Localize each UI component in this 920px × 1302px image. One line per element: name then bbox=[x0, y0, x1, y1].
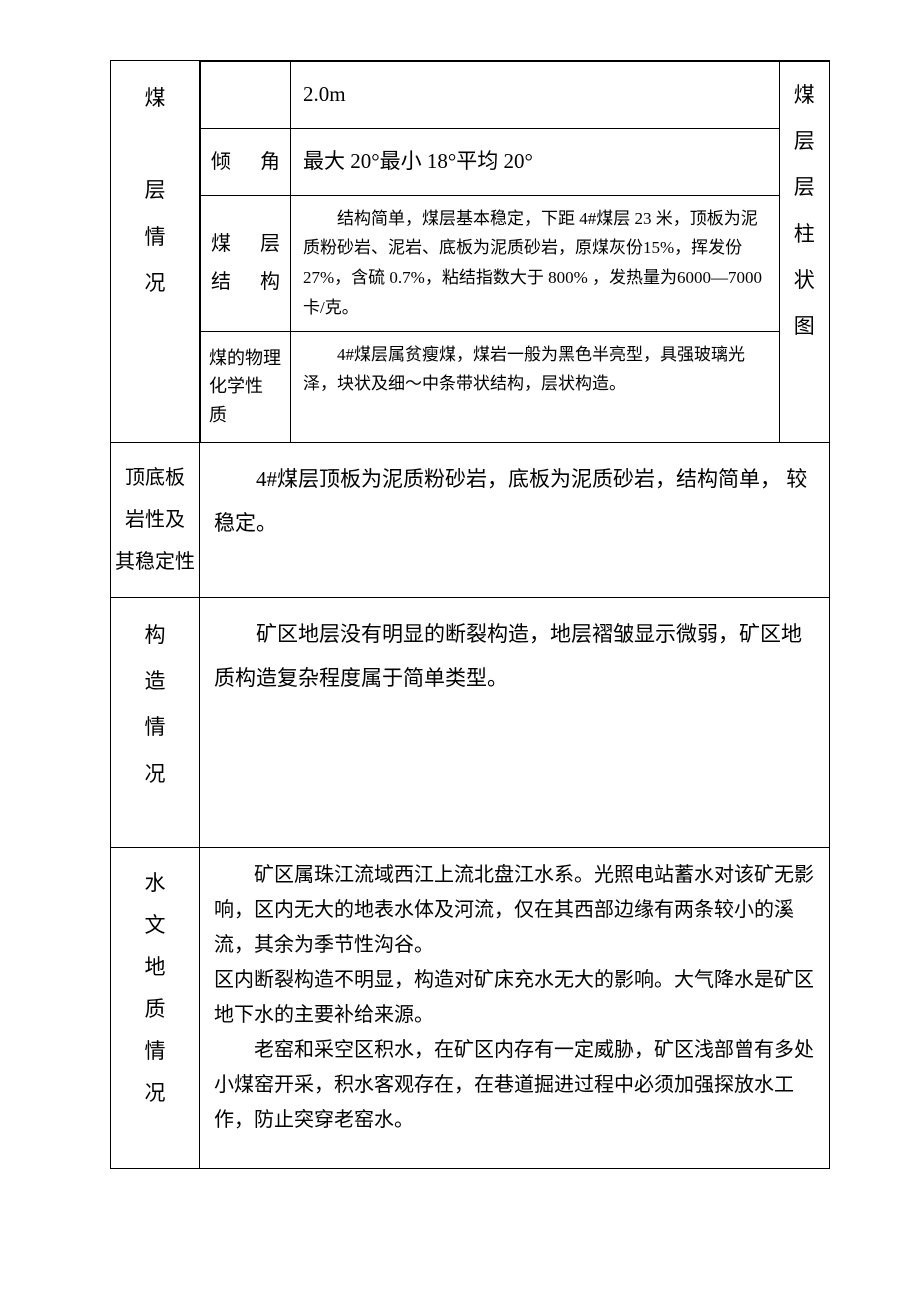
roof-floor-text: 4#煤层顶板为泥质粉砂岩，底板为泥质砂岩，结构简单， 较稳定。 bbox=[200, 442, 830, 597]
structure-text: 矿区地层没有明显的断裂构造，地层褶皱显示微弱，矿区地质构造复杂程度属于简单类型。 bbox=[200, 597, 830, 847]
structure-paragraph: 矿区地层没有明显的断裂构造，地层褶皱显示微弱，矿区地质构造复杂程度属于简单类型。 bbox=[214, 612, 815, 700]
thickness-value: 2.0m bbox=[291, 62, 780, 129]
label-structure: 构 造 情 况 bbox=[111, 597, 200, 847]
document-page: 煤 层 情 况 2.0m 煤 层 层 柱 状 图 bbox=[0, 0, 920, 1229]
hydrogeology-text: 矿区属珠江流域西江上流北盘江水系。光照电站蓄水对该矿无影响，区内无大的地表水体及… bbox=[200, 847, 830, 1168]
row-hydrogeology: 水 文 地 质 情 况 矿区属珠江流域西江上流北盘江水系。光照电站蓄水对该矿无影… bbox=[111, 847, 830, 1168]
inner-row-structure: 煤 层 结 构 结构简单，煤层基本稳定，下距 4#煤层 23 米，顶板为泥质粉砂… bbox=[201, 195, 830, 331]
row-structure: 构 造 情 况 矿区地层没有明显的断裂构造，地层褶皱显示微弱，矿区地质构造复杂程… bbox=[111, 597, 830, 847]
dip-value: 最大 20°最小 18°平均 20° bbox=[291, 128, 780, 195]
hydro-p2: 区内断裂构造不明显，构造对矿床充水无大的影响。大气降水是矿区地下水的主要补给来源… bbox=[214, 963, 815, 1033]
thickness-label-empty bbox=[201, 62, 291, 129]
roof-floor-paragraph: 4#煤层顶板为泥质粉砂岩，底板为泥质砂岩，结构简单， 较稳定。 bbox=[214, 457, 815, 545]
inner-row-physchem: 煤的物理化学性 质 4#煤层属贫瘦煤，煤岩一般为黑色半亮型，具强玻璃光泽，块状及… bbox=[201, 331, 830, 442]
coal-seam-content: 2.0m 煤 层 层 柱 状 图 倾 角 最大 20°最小 18°平均 20° bbox=[200, 61, 830, 443]
inner-row-dip: 倾 角 最大 20°最小 18°平均 20° bbox=[201, 128, 830, 195]
row-coal-seam: 煤 层 情 况 2.0m 煤 层 层 柱 状 图 bbox=[111, 61, 830, 443]
structure-value: 结构简单，煤层基本稳定，下距 4#煤层 23 米，顶板为泥质粉砂岩、泥岩、底板为… bbox=[291, 195, 780, 331]
main-table: 煤 层 情 况 2.0m 煤 层 层 柱 状 图 bbox=[110, 60, 830, 1169]
physchem-value: 4#煤层属贫瘦煤，煤岩一般为黑色半亮型，具强玻璃光泽，块状及细～中条带状结构，层… bbox=[291, 331, 780, 442]
physchem-label: 煤的物理化学性 质 bbox=[201, 331, 291, 442]
hydro-p1: 矿区属珠江流域西江上流北盘江水系。光照电站蓄水对该矿无影响，区内无大的地表水体及… bbox=[214, 858, 815, 963]
label-hydrogeology: 水 文 地 质 情 况 bbox=[111, 847, 200, 1168]
structure-label: 煤 层 结 构 bbox=[201, 195, 291, 331]
coal-seam-inner-table: 2.0m 煤 层 层 柱 状 图 倾 角 最大 20°最小 18°平均 20° bbox=[200, 61, 829, 442]
row-roof-floor: 顶底板 岩性及 其稳定性 4#煤层顶板为泥质粉砂岩，底板为泥质砂岩，结构简单， … bbox=[111, 442, 830, 597]
dip-label: 倾 角 bbox=[201, 128, 291, 195]
inner-row-thickness: 2.0m 煤 层 层 柱 状 图 bbox=[201, 62, 830, 129]
label-column-diagram: 煤 层 层 柱 状 图 bbox=[779, 62, 829, 442]
label-roof-floor: 顶底板 岩性及 其稳定性 bbox=[111, 442, 200, 597]
hydro-p3: 老窑和采空区积水，在矿区内存有一定威胁，矿区浅部曾有多处小煤窑开采，积水客观存在… bbox=[214, 1033, 815, 1138]
label-coal-seam: 煤 层 情 况 bbox=[111, 61, 200, 443]
